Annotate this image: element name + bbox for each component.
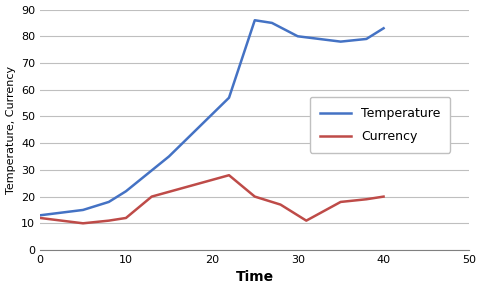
Temperature [363,37,369,41]
Currency [363,197,369,201]
Currency [338,200,344,204]
Y-axis label: Temperature, Currency: Temperature, Currency [6,66,15,194]
Currency [252,195,258,198]
Currency [37,216,43,220]
Currency [303,219,309,222]
Currency [149,195,155,198]
Temperature [226,96,232,99]
Temperature [381,26,387,30]
Currency [278,203,283,206]
Temperature [252,19,258,22]
Currency [106,219,112,222]
Currency [80,222,86,225]
Currency [381,195,387,198]
Temperature [269,21,275,25]
Temperature [80,208,86,212]
Currency [123,216,129,220]
Legend: Temperature, Currency: Temperature, Currency [310,97,450,153]
Temperature [166,155,172,158]
Temperature [37,213,43,217]
X-axis label: Time: Time [236,271,274,284]
Temperature [106,200,112,204]
Line: Temperature: Temperature [40,20,384,215]
Currency [226,173,232,177]
Temperature [123,189,129,193]
Temperature [295,35,301,38]
Line: Currency: Currency [40,175,384,223]
Temperature [338,40,344,44]
